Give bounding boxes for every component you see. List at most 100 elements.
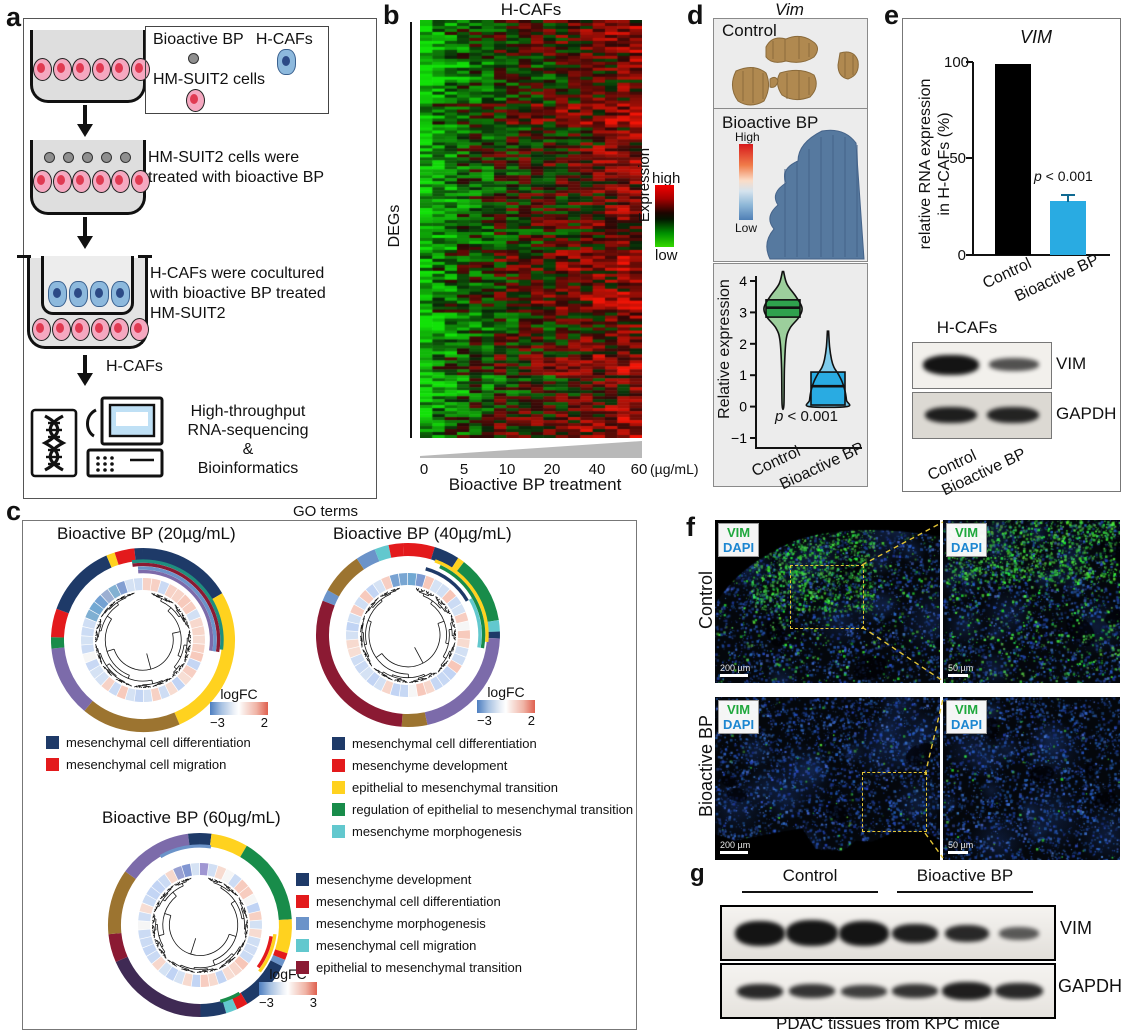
dish-2-particles [44, 150, 139, 168]
heatmap-canvas [420, 20, 642, 438]
cell-icon [91, 170, 111, 193]
g-group-bp: Bioactive BP [916, 866, 1014, 885]
legend-color-swatch [332, 736, 345, 750]
legend-color-swatch [296, 872, 309, 886]
legend-color-swatch [46, 735, 59, 749]
bioactive-bp-particle-icon [63, 152, 74, 163]
arrow-2-head [77, 236, 93, 249]
bioactive-bp-particle-icon [44, 152, 55, 163]
panel-a-legend-box: Bioactive BP H-CAFs HM-SUIT2 cells [145, 26, 329, 114]
spatial-bp-label: Bioactive BP [722, 113, 819, 132]
transwell-hook-right [138, 255, 152, 258]
hcafs-arrow-label: H-CAFs [106, 358, 163, 375]
spatial-bp-box: Bioactive BP High Low [713, 108, 868, 262]
cell-icon [51, 318, 71, 341]
ytick-mark-0 [966, 254, 973, 256]
cell-icon [33, 170, 52, 193]
svg-text:1: 1 [739, 367, 747, 383]
bioactive-bp-particle-icon [188, 53, 199, 64]
bar-yaxis [972, 62, 974, 256]
cell-icon [110, 318, 129, 341]
go-legend-item: mesenchymal cell differentiation [46, 731, 251, 753]
logfc-max-1: 2 [260, 715, 268, 730]
cell-icon [90, 318, 110, 341]
expression-colorbar-label: Expression [636, 147, 653, 223]
panel-g-label: g [690, 860, 705, 887]
arrow-1 [83, 105, 87, 125]
blot-band [945, 924, 989, 942]
g-gapdh-label: GAPDH [1058, 976, 1121, 996]
if-marker-box-2: VIM DAPI [946, 523, 988, 557]
go-terms-title: GO terms [293, 503, 359, 520]
blot-band [737, 983, 783, 999]
go-legend-item: mesenchyme development [332, 754, 633, 776]
cell-icon [48, 281, 67, 307]
cell-icon [33, 58, 52, 81]
scalebar-3: 200 µm [720, 840, 750, 854]
dose-gradient-wedge [420, 441, 642, 458]
logfc-label-2: logFC [487, 684, 525, 700]
cell-icon [71, 318, 90, 341]
vim-spatial-title: Vim [775, 0, 804, 19]
transwell-pink-cells [32, 318, 149, 346]
bioactive-bp-particle-icon [120, 152, 131, 163]
legend-color-swatch [332, 824, 345, 838]
bar-ytick-0: 0 [957, 247, 966, 264]
go-legend-item: mesenchyme morphogenesis [296, 912, 522, 934]
step-3-text: H-CAFs were cocultured with bioactive BP … [150, 265, 326, 322]
cell-icon [90, 281, 109, 307]
go-legend-2: mesenchymal cell differentiation mesenchy… [332, 732, 633, 842]
g-vim-blot [720, 905, 1056, 961]
blot-e-gapdh-strip [912, 392, 1052, 439]
dish-1-cells [33, 58, 150, 86]
go-circle-3-title: Bioactive BP (60µg/mL) [102, 808, 281, 827]
spatial-control-tissue [732, 35, 859, 106]
blot-e-gapdh-label: GAPDH [1056, 404, 1117, 423]
legend-color-swatch [332, 780, 345, 794]
spatial-bp-tissue [766, 129, 865, 260]
logfc-min-2: −3 [477, 713, 492, 728]
legend-hmsuit2-label: HM-SUIT2 cells [153, 71, 266, 88]
svg-text:4: 4 [739, 273, 747, 289]
cell-icon [129, 318, 149, 341]
panel-e-label: e [884, 0, 900, 30]
go-legend-item: mesenchyme morphogenesis [332, 820, 633, 842]
blot-band [839, 920, 889, 946]
transwell-blue-cells [48, 281, 132, 312]
colorbar-low-label: low [655, 247, 678, 264]
logfc-gradient-2 [477, 700, 535, 713]
go-legend-item: mesenchymal cell migration [296, 934, 522, 956]
panel-a-label: a [6, 2, 22, 32]
go-circle-3 [107, 832, 292, 1018]
degs-label: DEGs [386, 204, 403, 248]
blot-band [995, 983, 1043, 999]
arrow-1-head [77, 124, 93, 137]
blot-band [841, 984, 887, 998]
legend-color-swatch [296, 916, 309, 930]
cell-icon [91, 58, 111, 81]
bioactive-bp-particle-icon [101, 152, 112, 163]
spatial-scale-low: Low [735, 221, 758, 235]
logfc-gradient-1 [210, 702, 268, 715]
panel-d-label: d [687, 0, 704, 30]
heatmap-title: H-CAFs [500, 0, 562, 19]
blot-band [892, 984, 938, 998]
legend-color-swatch [296, 894, 309, 908]
scalebar-4: 50 µm [948, 840, 973, 854]
g-caption: PDAC tissues from KPC mice [776, 1014, 1000, 1033]
if-bp-label: Bioactive BP [696, 714, 716, 818]
dose-tick-0: 0 [419, 461, 429, 478]
ytick-mark-100 [966, 61, 973, 63]
go-circle-2-title: Bioactive BP (40µg/mL) [333, 524, 512, 543]
legend-color-swatch [332, 802, 345, 816]
spatial-control-label: Control [722, 21, 777, 40]
blot-band [786, 920, 838, 946]
scalebar-1: 200 µm [720, 663, 750, 677]
bar-error-line [1067, 195, 1069, 202]
expression-colorbar [655, 185, 674, 247]
dna-icon [30, 408, 78, 478]
blot-band [999, 926, 1039, 940]
blot-e-vim-label: VIM [1056, 354, 1087, 373]
legend-color-swatch [296, 938, 309, 952]
computer-icon [86, 396, 164, 478]
